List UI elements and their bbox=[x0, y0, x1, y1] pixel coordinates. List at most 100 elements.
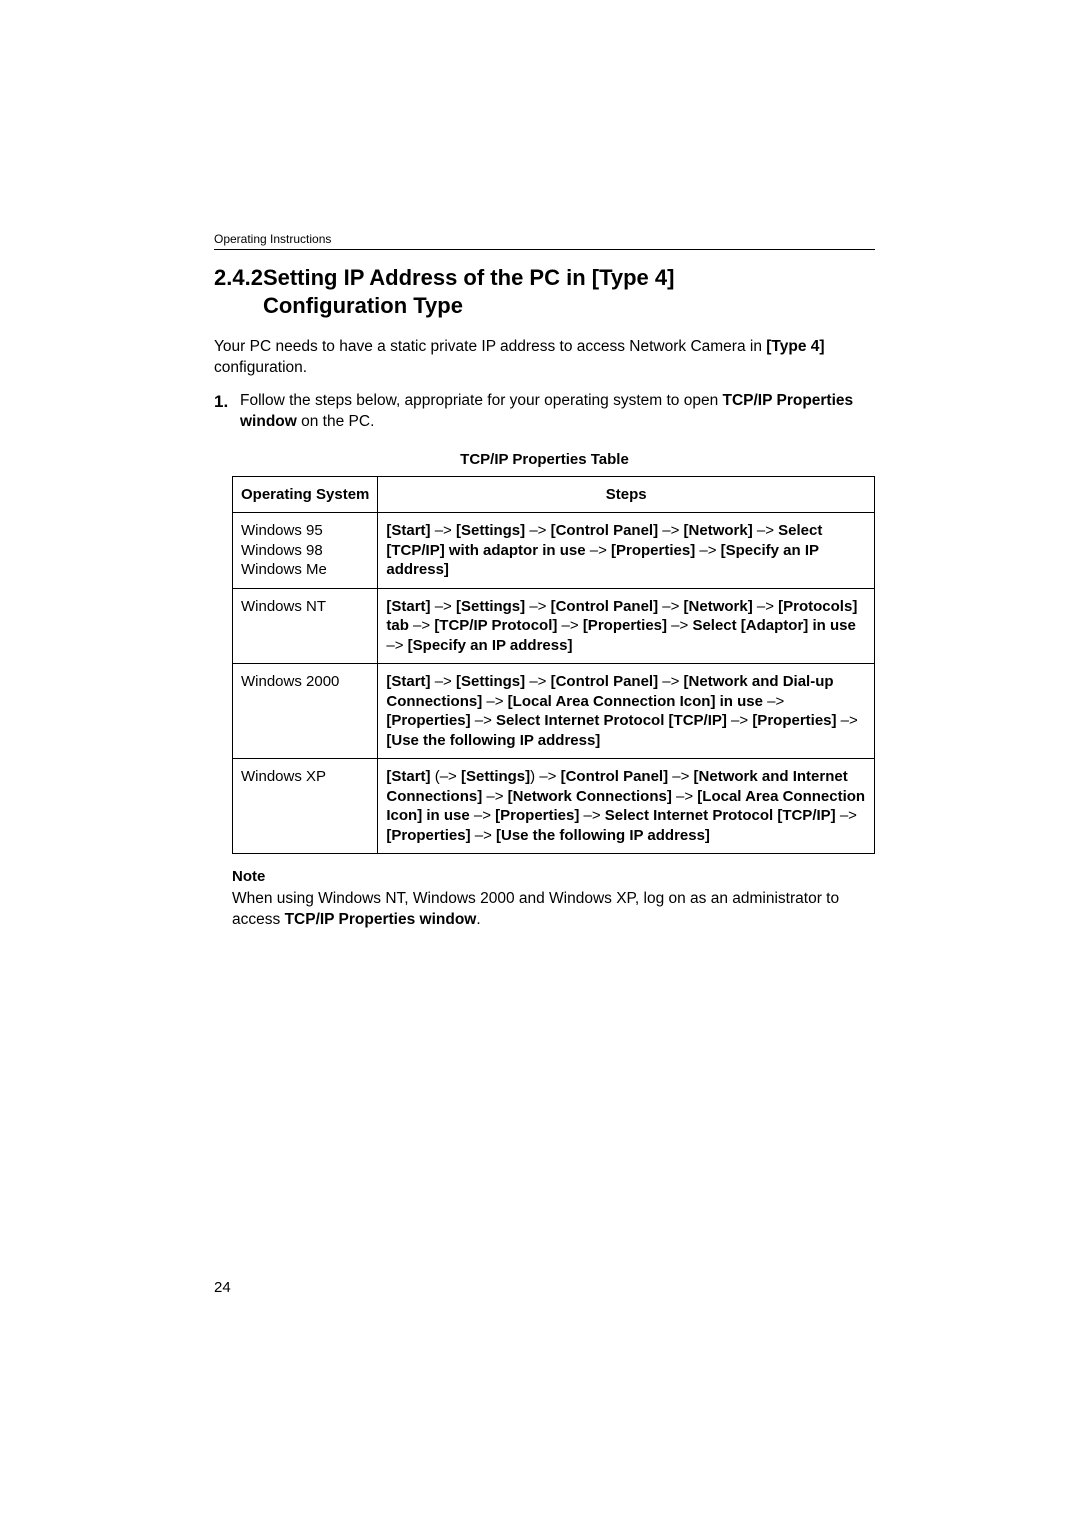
step-bold-segment: Select Internet Protocol [TCP/IP] bbox=[496, 712, 727, 729]
step-arrow: –> bbox=[471, 712, 496, 729]
os-line: Windows 95 bbox=[241, 522, 323, 539]
step-arrow: (–> bbox=[431, 768, 461, 785]
step-bold-segment: [Properties] bbox=[583, 617, 667, 634]
note-body: When using Windows NT, Windows 2000 and … bbox=[232, 889, 875, 931]
step-bold-segment: [Control Panel] bbox=[551, 673, 659, 690]
step-arrow: –> bbox=[672, 788, 697, 805]
steps-cell: [Start] –> [Settings] –> [Control Panel]… bbox=[378, 664, 875, 759]
step-arrow: –> bbox=[557, 617, 582, 634]
intro-bold: [Type 4] bbox=[766, 338, 824, 355]
note-text-after: . bbox=[476, 911, 480, 928]
step-bold-segment: [Start] bbox=[386, 598, 430, 615]
section-title: Setting IP Address of the PC in [Type 4]… bbox=[263, 264, 675, 319]
step-bold-segment: [Properties] bbox=[386, 712, 470, 729]
table-title: TCP/IP Properties Table bbox=[214, 451, 875, 468]
step-bold-segment: [Network] bbox=[684, 598, 753, 615]
step-number: 1. bbox=[214, 391, 240, 433]
intro-text-before: Your PC needs to have a static private I… bbox=[214, 338, 766, 355]
step-arrow: –> bbox=[753, 598, 778, 615]
tcpip-properties-table: Operating System Steps Windows 95Windows… bbox=[232, 476, 875, 855]
step-bold-segment: [Settings] bbox=[456, 522, 525, 539]
intro-text-after: configuration. bbox=[214, 359, 307, 376]
step-arrow: –> bbox=[482, 693, 507, 710]
step-arrow: –> bbox=[668, 768, 693, 785]
step-arrow: –> bbox=[409, 617, 434, 634]
step-bold-segment: [Control Panel] bbox=[551, 522, 659, 539]
table-row: Windows 2000 [Start] –> [Settings] –> [Co… bbox=[233, 664, 875, 759]
step-bold-segment: [Settings] bbox=[456, 598, 525, 615]
table-row: Windows XP [Start] (–> [Settings]) –> [Co… bbox=[233, 759, 875, 854]
section-title-line1: Setting IP Address of the PC in [Type 4] bbox=[263, 265, 675, 290]
step-1: 1. Follow the steps below, appropriate f… bbox=[214, 391, 875, 433]
step-arrow: –> bbox=[471, 827, 496, 844]
step-arrow: –> bbox=[525, 673, 550, 690]
os-cell: Windows 2000 bbox=[233, 664, 378, 759]
step-arrow: –> bbox=[753, 522, 778, 539]
intro-paragraph: Your PC needs to have a static private I… bbox=[214, 337, 875, 379]
table-header-row: Operating System Steps bbox=[233, 476, 875, 513]
step-bold-segment: [TCP/IP Protocol] bbox=[434, 617, 557, 634]
step-arrow: –> bbox=[836, 807, 857, 824]
step-arrow: –> bbox=[525, 598, 550, 615]
step1-text-after: on the PC. bbox=[297, 413, 375, 430]
step1-text-before: Follow the steps below, appropriate for … bbox=[240, 392, 723, 409]
page-number: 24 bbox=[214, 1279, 231, 1296]
os-line: Windows NT bbox=[241, 598, 326, 615]
step-arrow: –> bbox=[431, 598, 456, 615]
step-arrow: –> bbox=[695, 542, 720, 559]
step-bold-segment: [Properties] bbox=[611, 542, 695, 559]
step-arrow: –> bbox=[667, 617, 692, 634]
step-arrow: –> bbox=[658, 522, 683, 539]
os-line: Windows XP bbox=[241, 768, 326, 785]
os-cell: Windows 95 Windows 98 Windows Me bbox=[233, 513, 378, 589]
step-bold-segment: [Control Panel] bbox=[551, 598, 659, 615]
os-cell: Windows NT bbox=[233, 588, 378, 664]
step-arrow: –> bbox=[763, 693, 784, 710]
section-heading: 2.4.2 Setting IP Address of the PC in [T… bbox=[214, 264, 875, 319]
os-line: Windows 2000 bbox=[241, 673, 339, 690]
note-bold: TCP/IP Properties window bbox=[285, 911, 477, 928]
step-arrow: –> bbox=[837, 712, 858, 729]
step-bold-segment: [Settings] bbox=[461, 768, 530, 785]
step-text: Follow the steps below, appropriate for … bbox=[240, 391, 875, 433]
step-arrow: –> bbox=[727, 712, 752, 729]
step-bold-segment: [Network] bbox=[684, 522, 753, 539]
step-bold-segment: Select [Adaptor] in use bbox=[692, 617, 855, 634]
step-bold-segment: [Properties] bbox=[386, 827, 470, 844]
step-bold-segment: [Local Area Connection Icon] in use bbox=[508, 693, 763, 710]
step-bold-segment: [Properties] bbox=[495, 807, 579, 824]
step-arrow: –> bbox=[586, 542, 611, 559]
step-bold-segment: [Start] bbox=[386, 673, 430, 690]
table-row: Windows NT [Start] –> [Settings] –> [Cont… bbox=[233, 588, 875, 664]
step-bold-segment: [Use the following IP address] bbox=[496, 827, 710, 844]
step-bold-segment: [Start] bbox=[386, 522, 430, 539]
step-arrow: –> bbox=[658, 598, 683, 615]
steps-cell: [Start] –> [Settings] –> [Control Panel]… bbox=[378, 513, 875, 589]
section-number: 2.4.2 bbox=[214, 264, 263, 319]
os-line: Windows 98 bbox=[241, 542, 323, 559]
step-arrow: –> bbox=[482, 788, 507, 805]
col-header-steps: Steps bbox=[378, 476, 875, 513]
step-arrow: –> bbox=[579, 807, 604, 824]
steps-cell: [Start] –> [Settings] –> [Control Panel]… bbox=[378, 588, 875, 664]
step-bold-segment: [Control Panel] bbox=[561, 768, 669, 785]
os-line: Windows Me bbox=[241, 561, 327, 578]
steps-cell: [Start] (–> [Settings]) –> [Control Pane… bbox=[378, 759, 875, 854]
running-header: Operating Instructions bbox=[214, 232, 875, 250]
step-bold-segment: Select Internet Protocol [TCP/IP] bbox=[605, 807, 836, 824]
step-bold-segment: [Properties] bbox=[752, 712, 836, 729]
note-heading: Note bbox=[232, 868, 875, 885]
step-arrow: –> bbox=[470, 807, 495, 824]
step-arrow: –> bbox=[386, 637, 407, 654]
step-bold-segment: [Settings] bbox=[456, 673, 525, 690]
step-arrow: –> bbox=[525, 522, 550, 539]
step-arrow: –> bbox=[431, 673, 456, 690]
os-cell: Windows XP bbox=[233, 759, 378, 854]
step-bold-segment: [Start] bbox=[386, 768, 430, 785]
step-bold-segment: [Network Connections] bbox=[508, 788, 672, 805]
step-arrow: ) –> bbox=[530, 768, 560, 785]
step-bold-segment: [Specify an IP address] bbox=[408, 637, 573, 654]
col-header-os: Operating System bbox=[233, 476, 378, 513]
step-arrow: –> bbox=[658, 673, 683, 690]
step-arrow: –> bbox=[431, 522, 456, 539]
